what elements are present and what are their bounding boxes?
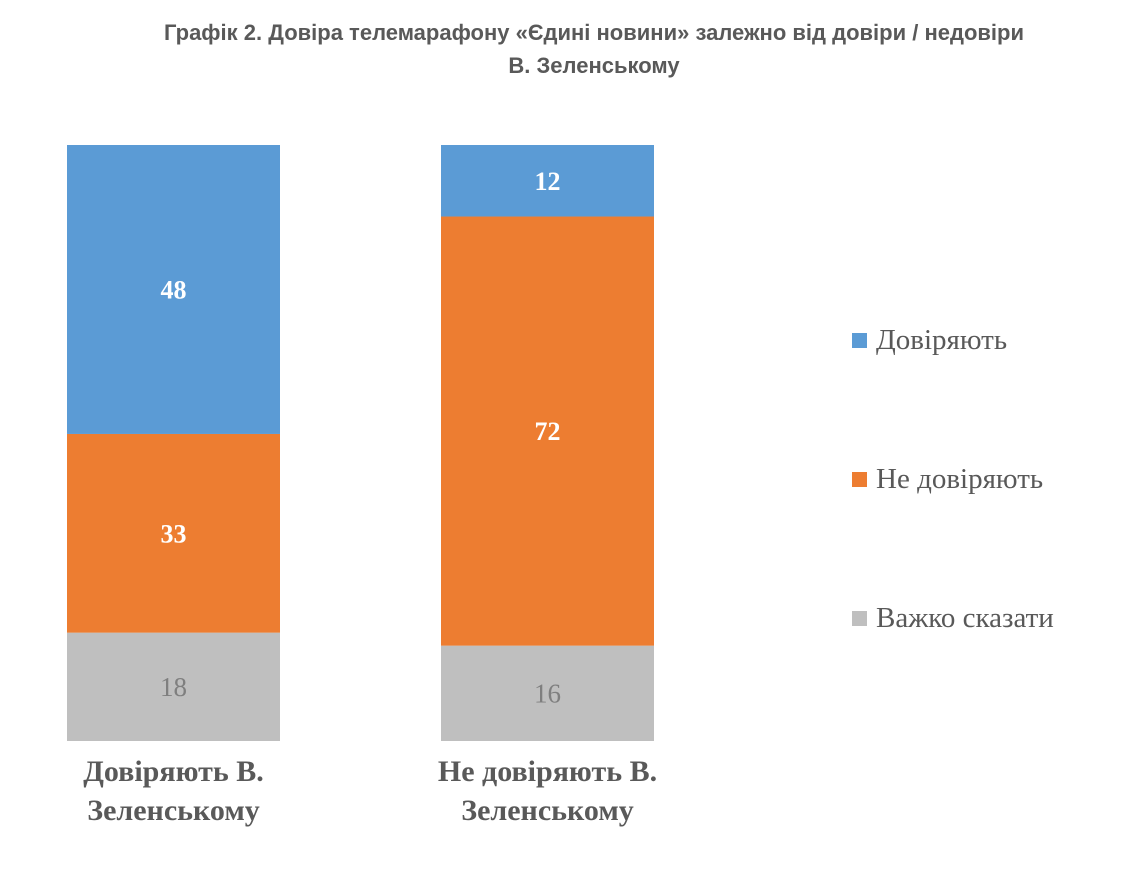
data-label: 16 [534, 678, 561, 708]
chart-title-line2: В. Зеленському [508, 53, 680, 78]
data-label: 33 [161, 519, 187, 548]
category-label: Не довіряють В. [438, 755, 657, 788]
data-label: 48 [161, 275, 187, 304]
data-label: 72 [535, 417, 561, 446]
legend-swatch [852, 471, 867, 487]
legend-item: Не довіряють [852, 457, 1054, 501]
legend-item: Довіряють [852, 318, 1054, 362]
legend-label: Важко сказати [876, 601, 1054, 634]
data-label: 12 [535, 167, 561, 196]
legend-label: Не довіряють [876, 462, 1044, 495]
bar-segment [67, 632, 280, 741]
bar-segment [67, 433, 280, 633]
chart-title-line1: Графік 2. Довіра телемарафону «Єдині нов… [164, 20, 1024, 45]
category-label: Зеленському [461, 794, 634, 827]
chart-legend: Довіряють Не довіряють Важко сказати [852, 318, 1054, 640]
legend-label: Довіряють [876, 323, 1008, 356]
bar-segment [441, 216, 654, 646]
bar-segment [441, 645, 654, 741]
legend-swatch [852, 610, 867, 626]
legend-item: Важко сказати [852, 596, 1054, 640]
chart-title: Графік 2. Довіра телемарафону «Єдині нов… [0, 16, 1128, 82]
legend-swatch [852, 332, 867, 348]
category-label: Зеленському [87, 794, 260, 827]
bar-segment [67, 145, 280, 434]
category-label: Довіряють В. [83, 755, 263, 788]
bar-segment [441, 145, 654, 217]
data-label: 18 [160, 672, 187, 702]
